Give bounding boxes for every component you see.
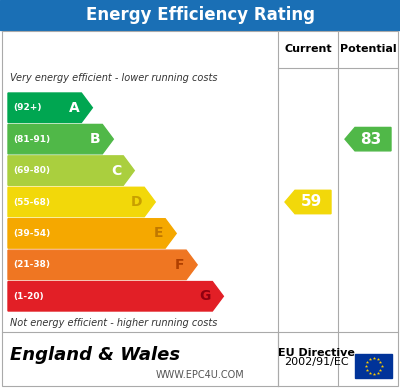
- Text: 83: 83: [360, 132, 382, 147]
- Bar: [355, 354, 392, 378]
- Text: D: D: [131, 195, 142, 209]
- Text: G: G: [199, 289, 210, 303]
- Polygon shape: [8, 125, 113, 154]
- Text: EU Directive: EU Directive: [278, 348, 355, 358]
- Polygon shape: [8, 219, 176, 248]
- Text: B: B: [90, 132, 100, 146]
- Text: (81-91): (81-91): [13, 135, 50, 144]
- Text: (69-80): (69-80): [13, 166, 50, 175]
- Text: (1-20): (1-20): [13, 292, 44, 301]
- Text: 59: 59: [300, 194, 322, 210]
- Text: F: F: [175, 258, 184, 272]
- Text: Potential: Potential: [340, 44, 396, 54]
- Text: Very energy efficient - lower running costs: Very energy efficient - lower running co…: [10, 73, 218, 83]
- Text: (92+): (92+): [13, 103, 42, 112]
- Text: A: A: [69, 101, 79, 115]
- Text: C: C: [111, 164, 121, 178]
- Polygon shape: [8, 156, 134, 185]
- Polygon shape: [8, 93, 92, 123]
- Text: England & Wales: England & Wales: [10, 346, 180, 364]
- Text: (55-68): (55-68): [13, 197, 50, 206]
- Text: Energy Efficiency Rating: Energy Efficiency Rating: [86, 6, 314, 24]
- Bar: [0, 0, 400, 30]
- Polygon shape: [345, 127, 391, 151]
- Polygon shape: [285, 190, 331, 214]
- Polygon shape: [8, 250, 197, 280]
- Text: Not energy efficient - higher running costs: Not energy efficient - higher running co…: [10, 318, 217, 328]
- Text: WWW.EPC4U.COM: WWW.EPC4U.COM: [156, 370, 244, 380]
- Text: E: E: [154, 227, 163, 241]
- Text: 2002/91/EC: 2002/91/EC: [284, 357, 349, 367]
- Polygon shape: [8, 187, 155, 217]
- Text: Current: Current: [284, 44, 332, 54]
- Text: (39-54): (39-54): [13, 229, 50, 238]
- Polygon shape: [8, 282, 223, 311]
- Text: (21-38): (21-38): [13, 260, 50, 269]
